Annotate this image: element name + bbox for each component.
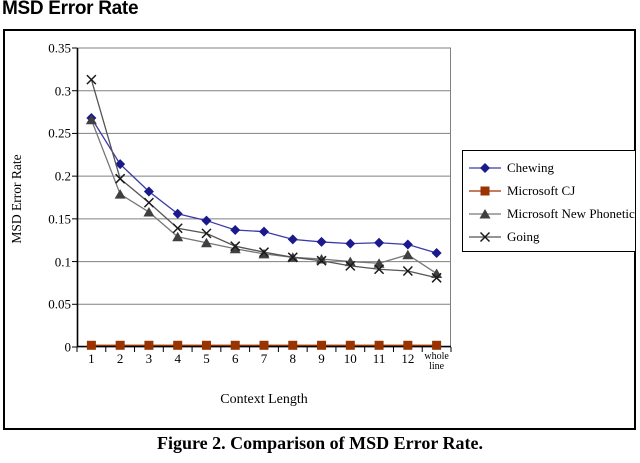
- triangle-marker: [200, 237, 212, 248]
- x-marker: [345, 260, 356, 271]
- figure-caption: Figure 2. Comparison of MSD Error Rate.: [157, 433, 483, 453]
- x-tick-label: 6: [231, 351, 239, 366]
- square-marker: [259, 340, 269, 350]
- y-tick-label: 0.15: [48, 211, 71, 227]
- y-axis-title: MSD Error Rate: [9, 154, 24, 244]
- square-marker: [432, 340, 442, 350]
- y-tick-label: 0.05: [48, 296, 71, 312]
- diamond-marker: [431, 248, 442, 259]
- x-marker: [258, 247, 270, 258]
- x-axis-title: Context Length: [220, 392, 308, 407]
- y-tick-label: 0: [64, 339, 72, 355]
- x-tick-label: 4: [174, 351, 181, 366]
- square-marker: [403, 340, 413, 350]
- legend-label: Microsoft New Phonetic: [507, 205, 635, 221]
- x-marker: [230, 241, 241, 252]
- triangle-marker: [85, 114, 97, 125]
- legend-item-going: Going: [468, 225, 635, 248]
- x-tick-label: 9: [318, 351, 325, 366]
- square-marker: [288, 340, 298, 350]
- figure-title: MSD Error Rate: [2, 0, 139, 19]
- triangle-marker: [172, 231, 184, 242]
- diamond-marker: [316, 236, 327, 247]
- legend-item-chewing: Chewing: [468, 156, 635, 179]
- x-axis: 1 2 3 4 5 6 7 8 9 10 11 12 whole line: [77, 352, 451, 386]
- y-tick-label: 0.3: [54, 83, 71, 99]
- x-marker: [402, 265, 413, 276]
- legend-label: Microsoft CJ: [507, 182, 576, 198]
- square-marker: [317, 340, 327, 350]
- triangle-marker: [143, 207, 155, 217]
- legend-marker: [469, 208, 501, 218]
- legend-marker: [469, 186, 501, 195]
- diamond-marker: [115, 159, 126, 170]
- series-line-going: [90, 79, 437, 279]
- legend-item-microsoft-cj: Microsoft CJ: [468, 179, 635, 202]
- y-axis: 0.35 0.3 0.25 0.2 0.15 0.1 0.05 0: [29, 42, 71, 354]
- diamond-marker: [287, 234, 298, 245]
- x-marker: [201, 228, 212, 239]
- diamond-marker: [143, 186, 154, 197]
- x-tick-label: 12: [401, 351, 415, 366]
- legend-item-microsoft-new-phonetic: Microsoft New Phonetic: [468, 202, 635, 225]
- legend-label: Chewing: [507, 159, 554, 175]
- x-tick-label: 11: [372, 351, 386, 366]
- x-marker: [287, 252, 298, 263]
- y-tick-label: 0.2: [54, 168, 71, 184]
- chart-frame: MSD Error Rate 0.35 0.3 0.25 0.2 0.15 0.1 0.05…: [3, 29, 636, 430]
- x-tick-label: 1: [88, 351, 95, 366]
- x-marker: [374, 264, 385, 275]
- square-marker: [201, 340, 211, 350]
- x-tick-label: 3: [145, 351, 153, 366]
- x-marker: [115, 173, 126, 184]
- plot-canvas: [72, 47, 452, 352]
- x-tick-label: 2: [116, 351, 124, 366]
- legend-label: Going: [507, 228, 540, 244]
- x-tick-label: whole line: [424, 351, 449, 372]
- x-tick-label: 10: [343, 351, 357, 366]
- square-marker: [480, 186, 490, 195]
- x-marker: [172, 223, 183, 234]
- legend: Chewing Microsoft CJ Microsoft New Phoneti…: [462, 150, 636, 252]
- diamond-marker: [345, 238, 356, 249]
- x-marker: [86, 74, 97, 85]
- diamond-marker: [374, 237, 385, 248]
- y-tick-label: 0.35: [48, 40, 71, 56]
- triangle-marker: [114, 189, 126, 199]
- x-tick-label: 5: [203, 351, 210, 366]
- x-tick-label: 8: [289, 351, 297, 366]
- x-marker: [316, 255, 327, 266]
- square-marker: [86, 340, 96, 350]
- triangle-marker: [373, 258, 385, 268]
- square-marker: [173, 340, 183, 350]
- square-marker: [115, 340, 125, 350]
- x-marker: [431, 272, 442, 283]
- diamond-marker: [402, 239, 413, 250]
- y-tick-label: 0.1: [54, 254, 71, 270]
- square-marker: [345, 340, 355, 350]
- square-marker: [230, 340, 240, 350]
- triangle-marker: [402, 249, 414, 260]
- legend-marker: [469, 162, 501, 173]
- plot-area: [72, 47, 452, 352]
- diamond-marker: [480, 162, 490, 173]
- diamond-marker: [259, 226, 269, 237]
- diamond-marker: [172, 208, 183, 219]
- x-tick-label: 7: [260, 351, 268, 366]
- triangle-marker: [479, 208, 491, 218]
- y-tick-label: 0.25: [48, 125, 71, 141]
- square-marker: [374, 340, 384, 350]
- triangle-marker: [258, 248, 270, 259]
- x-marker: [143, 197, 154, 208]
- square-marker: [144, 340, 154, 350]
- triangle-marker: [229, 243, 241, 254]
- diamond-marker: [201, 215, 212, 226]
- diamond-marker: [230, 224, 241, 235]
- legend-marker: [469, 231, 501, 242]
- x-marker: [479, 231, 491, 242]
